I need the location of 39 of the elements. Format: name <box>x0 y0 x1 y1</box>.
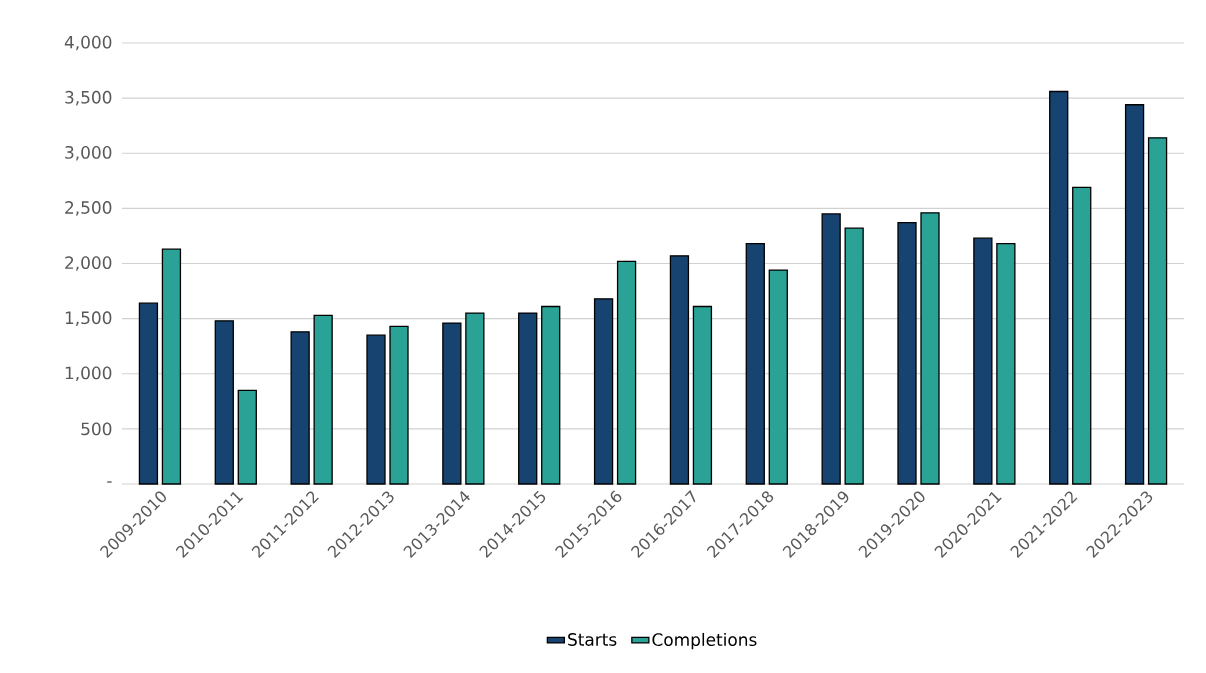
y-tick-label: 2,000 <box>65 256 112 271</box>
bar <box>692 305 713 485</box>
y-tick-label: 4,000 <box>64 35 112 51</box>
legend-label: Starts <box>568 633 617 646</box>
bar <box>237 389 257 485</box>
bar <box>1049 90 1069 485</box>
bar <box>996 243 1016 485</box>
bar <box>920 212 940 485</box>
y-tick-label: 1,500 <box>65 311 112 326</box>
bar <box>161 248 182 485</box>
bar <box>214 320 234 485</box>
bar <box>138 302 159 485</box>
bar <box>844 227 864 485</box>
bar <box>1124 104 1145 485</box>
y-tick-label: 1,000 <box>65 366 112 382</box>
bar <box>389 325 409 485</box>
bar <box>518 312 538 485</box>
bar <box>442 322 462 485</box>
bar <box>541 305 561 485</box>
bar <box>1147 137 1168 485</box>
bar <box>973 237 993 485</box>
bar <box>616 260 637 485</box>
bar <box>465 312 485 485</box>
bar <box>1072 186 1092 485</box>
y-tick-label: 3,500 <box>65 90 112 106</box>
y-tick-label: 3,000 <box>65 145 112 161</box>
bar <box>593 298 614 485</box>
bar <box>821 213 841 485</box>
y-tick-label: - <box>107 481 112 483</box>
y-tick-label: 2,500 <box>65 201 112 216</box>
bar <box>768 269 788 485</box>
bar <box>897 222 917 485</box>
bar <box>313 314 333 485</box>
y-tick-label: 500 <box>81 422 112 436</box>
legend-label: Completions <box>652 632 757 650</box>
bar <box>366 334 386 485</box>
bar <box>745 243 765 485</box>
bar <box>290 331 310 485</box>
bar <box>669 255 690 485</box>
